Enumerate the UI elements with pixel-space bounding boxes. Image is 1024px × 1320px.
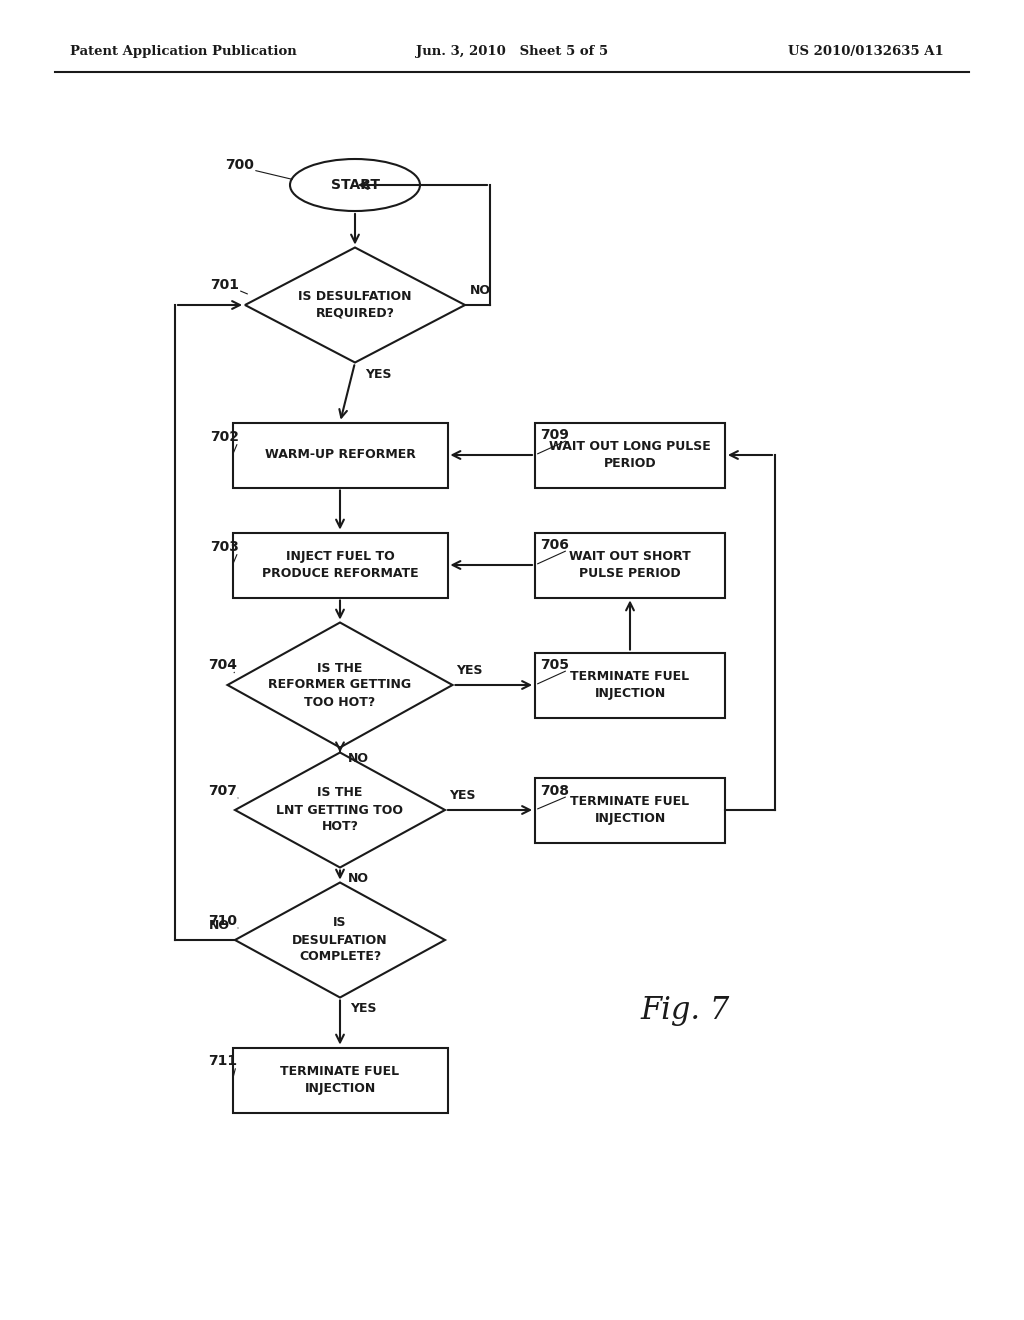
Text: YES: YES [457, 664, 483, 677]
Text: YES: YES [365, 367, 391, 380]
Text: 711: 711 [208, 1053, 238, 1068]
Text: 703: 703 [210, 540, 239, 554]
Text: NO: NO [209, 919, 230, 932]
Text: WAIT OUT LONG PULSE
PERIOD: WAIT OUT LONG PULSE PERIOD [549, 440, 711, 470]
Text: WAIT OUT SHORT
PULSE PERIOD: WAIT OUT SHORT PULSE PERIOD [569, 550, 691, 579]
Text: YES: YES [449, 789, 475, 803]
Text: INJECT FUEL TO
PRODUCE REFORMATE: INJECT FUEL TO PRODUCE REFORMATE [262, 550, 419, 579]
Text: 705: 705 [540, 657, 569, 672]
Text: Fig. 7: Fig. 7 [640, 994, 729, 1026]
Text: 710: 710 [208, 913, 237, 928]
Text: TERMINATE FUEL
INJECTION: TERMINATE FUEL INJECTION [570, 671, 689, 700]
Text: TERMINATE FUEL
INJECTION: TERMINATE FUEL INJECTION [570, 795, 689, 825]
Text: 709: 709 [540, 428, 569, 442]
Text: IS THE
REFORMER GETTING
TOO HOT?: IS THE REFORMER GETTING TOO HOT? [268, 661, 412, 709]
Text: IS THE
LNT GETTING TOO
HOT?: IS THE LNT GETTING TOO HOT? [276, 787, 403, 833]
Text: US 2010/0132635 A1: US 2010/0132635 A1 [788, 45, 944, 58]
Text: START: START [331, 178, 380, 191]
Text: 707: 707 [208, 784, 237, 799]
Text: IS DESULFATION
REQUIRED?: IS DESULFATION REQUIRED? [298, 290, 412, 319]
Text: NO: NO [470, 284, 490, 297]
Text: 702: 702 [210, 430, 239, 444]
Text: NO: NO [348, 873, 369, 886]
Text: 704: 704 [208, 657, 237, 672]
Text: 708: 708 [540, 784, 569, 799]
Text: 701: 701 [210, 279, 239, 292]
Text: NO: NO [348, 752, 369, 766]
Text: 700: 700 [225, 158, 254, 172]
Text: Jun. 3, 2010   Sheet 5 of 5: Jun. 3, 2010 Sheet 5 of 5 [416, 45, 608, 58]
Text: IS
DESULFATION
COMPLETE?: IS DESULFATION COMPLETE? [292, 916, 388, 964]
Text: TERMINATE FUEL
INJECTION: TERMINATE FUEL INJECTION [281, 1065, 399, 1096]
Text: WARM-UP REFORMER: WARM-UP REFORMER [264, 449, 416, 462]
Text: 706: 706 [540, 539, 569, 552]
Text: Patent Application Publication: Patent Application Publication [70, 45, 297, 58]
Text: YES: YES [350, 1002, 377, 1015]
